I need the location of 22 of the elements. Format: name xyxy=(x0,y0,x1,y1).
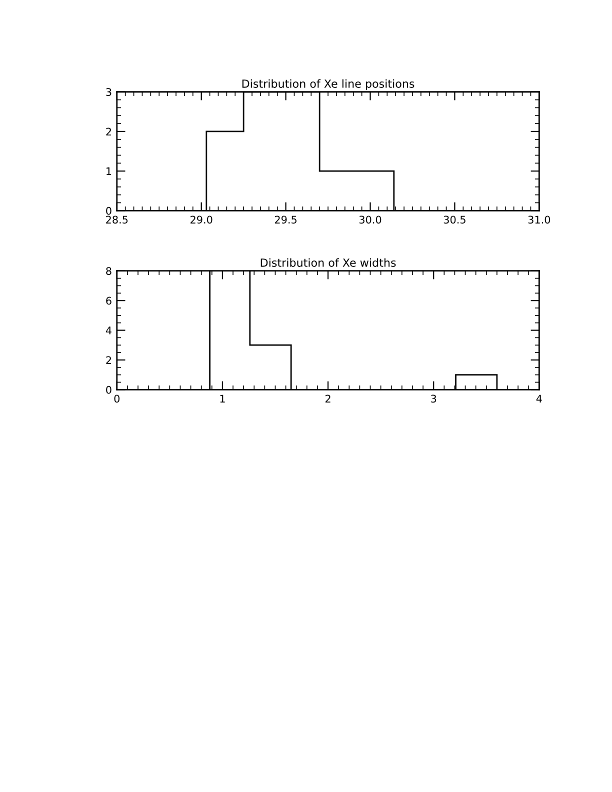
y-tick-label: 3 xyxy=(106,88,112,96)
y-tick-label: 2 xyxy=(106,128,111,136)
x-tick-label: 3 xyxy=(431,394,436,403)
x-tick-label: 29.5 xyxy=(274,216,296,224)
y-tick-label: 2 xyxy=(106,356,111,364)
y-tick-label: 8 xyxy=(106,267,112,275)
y-tick-label: 1 xyxy=(106,167,112,176)
chart-title: Distribution of Xe line positions xyxy=(242,79,414,90)
x-tick-label: 31.0 xyxy=(528,216,550,224)
chart-title: Distribution of Xe widths xyxy=(260,258,396,267)
x-tick-label: 4 xyxy=(536,394,542,402)
y-tick-label: 6 xyxy=(106,296,112,305)
x-tick-label: 28.5 xyxy=(106,216,128,224)
x-tick-label: 1 xyxy=(220,394,225,402)
y-tick-label: 4 xyxy=(106,326,112,334)
x-tick-label: 0 xyxy=(114,394,120,403)
x-tick-label: 2 xyxy=(325,394,330,402)
x-tick-label: 29.0 xyxy=(190,216,212,224)
x-tick-label: 30.5 xyxy=(444,216,466,224)
x-tick-label: 30.0 xyxy=(359,216,382,224)
y-tick-label: 0 xyxy=(106,206,112,215)
y-tick-label: 0 xyxy=(106,386,112,394)
